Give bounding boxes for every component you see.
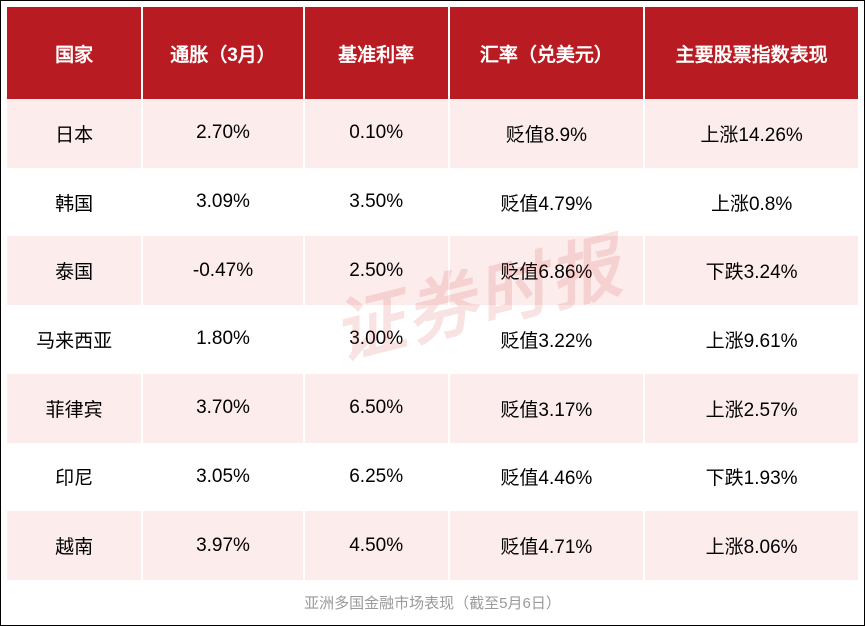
cell-fx: 贬值4.79%	[450, 168, 646, 237]
cell-rate: 3.00%	[305, 305, 450, 374]
cell-rate: 3.50%	[305, 168, 450, 237]
table-row: 菲律宾 3.70% 6.50% 贬值3.17% 上涨2.57%	[7, 374, 858, 443]
cell-index: 上涨8.06%	[645, 511, 858, 580]
table-row: 泰国 -0.47% 2.50% 贬值6.86% 下跌3.24%	[7, 236, 858, 305]
col-rate: 基准利率	[305, 7, 450, 99]
cell-fx: 贬值3.22%	[450, 305, 646, 374]
cell-fx: 贬值4.46%	[450, 443, 646, 512]
col-fx: 汇率（兑美元）	[450, 7, 646, 99]
table-row: 越南 3.97% 4.50% 贬值4.71% 上涨8.06%	[7, 511, 858, 580]
table-row: 印尼 3.05% 6.25% 贬值4.46% 下跌1.93%	[7, 443, 858, 512]
cell-rate: 0.10%	[305, 99, 450, 168]
table-row: 韩国 3.09% 3.50% 贬值4.79% 上涨0.8%	[7, 168, 858, 237]
cell-country: 越南	[7, 511, 143, 580]
cell-inflation: 2.70%	[143, 99, 305, 168]
cell-inflation: 1.80%	[143, 305, 305, 374]
table-container: 证券时报 国家 通胀（3月） 基准利率 汇率（兑美元） 主要股票指数表现 日本 …	[0, 0, 865, 626]
table-wrapper: 证券时报 国家 通胀（3月） 基准利率 汇率（兑美元） 主要股票指数表现 日本 …	[1, 1, 864, 580]
cell-index: 上涨9.61%	[645, 305, 858, 374]
cell-inflation: 3.70%	[143, 374, 305, 443]
cell-country: 印尼	[7, 443, 143, 512]
table-caption: 亚洲多国金融市场表现（截至5月6日）	[1, 580, 864, 625]
cell-rate: 6.25%	[305, 443, 450, 512]
cell-rate: 6.50%	[305, 374, 450, 443]
cell-inflation: 3.09%	[143, 168, 305, 237]
cell-index: 下跌1.93%	[645, 443, 858, 512]
cell-fx: 贬值8.9%	[450, 99, 646, 168]
cell-rate: 4.50%	[305, 511, 450, 580]
col-country: 国家	[7, 7, 143, 99]
table-row: 日本 2.70% 0.10% 贬值8.9% 上涨14.26%	[7, 99, 858, 168]
cell-rate: 2.50%	[305, 236, 450, 305]
financial-table: 国家 通胀（3月） 基准利率 汇率（兑美元） 主要股票指数表现 日本 2.70%…	[7, 7, 858, 580]
cell-index: 下跌3.24%	[645, 236, 858, 305]
cell-index: 上涨14.26%	[645, 99, 858, 168]
cell-inflation: -0.47%	[143, 236, 305, 305]
cell-country: 泰国	[7, 236, 143, 305]
cell-country: 菲律宾	[7, 374, 143, 443]
cell-fx: 贬值4.71%	[450, 511, 646, 580]
col-index: 主要股票指数表现	[645, 7, 858, 99]
cell-fx: 贬值3.17%	[450, 374, 646, 443]
col-inflation: 通胀（3月）	[143, 7, 305, 99]
table-row: 马来西亚 1.80% 3.00% 贬值3.22% 上涨9.61%	[7, 305, 858, 374]
cell-index: 上涨2.57%	[645, 374, 858, 443]
cell-country: 马来西亚	[7, 305, 143, 374]
cell-index: 上涨0.8%	[645, 168, 858, 237]
cell-country: 日本	[7, 99, 143, 168]
cell-fx: 贬值6.86%	[450, 236, 646, 305]
cell-inflation: 3.97%	[143, 511, 305, 580]
cell-country: 韩国	[7, 168, 143, 237]
table-header-row: 国家 通胀（3月） 基准利率 汇率（兑美元） 主要股票指数表现	[7, 7, 858, 99]
cell-inflation: 3.05%	[143, 443, 305, 512]
